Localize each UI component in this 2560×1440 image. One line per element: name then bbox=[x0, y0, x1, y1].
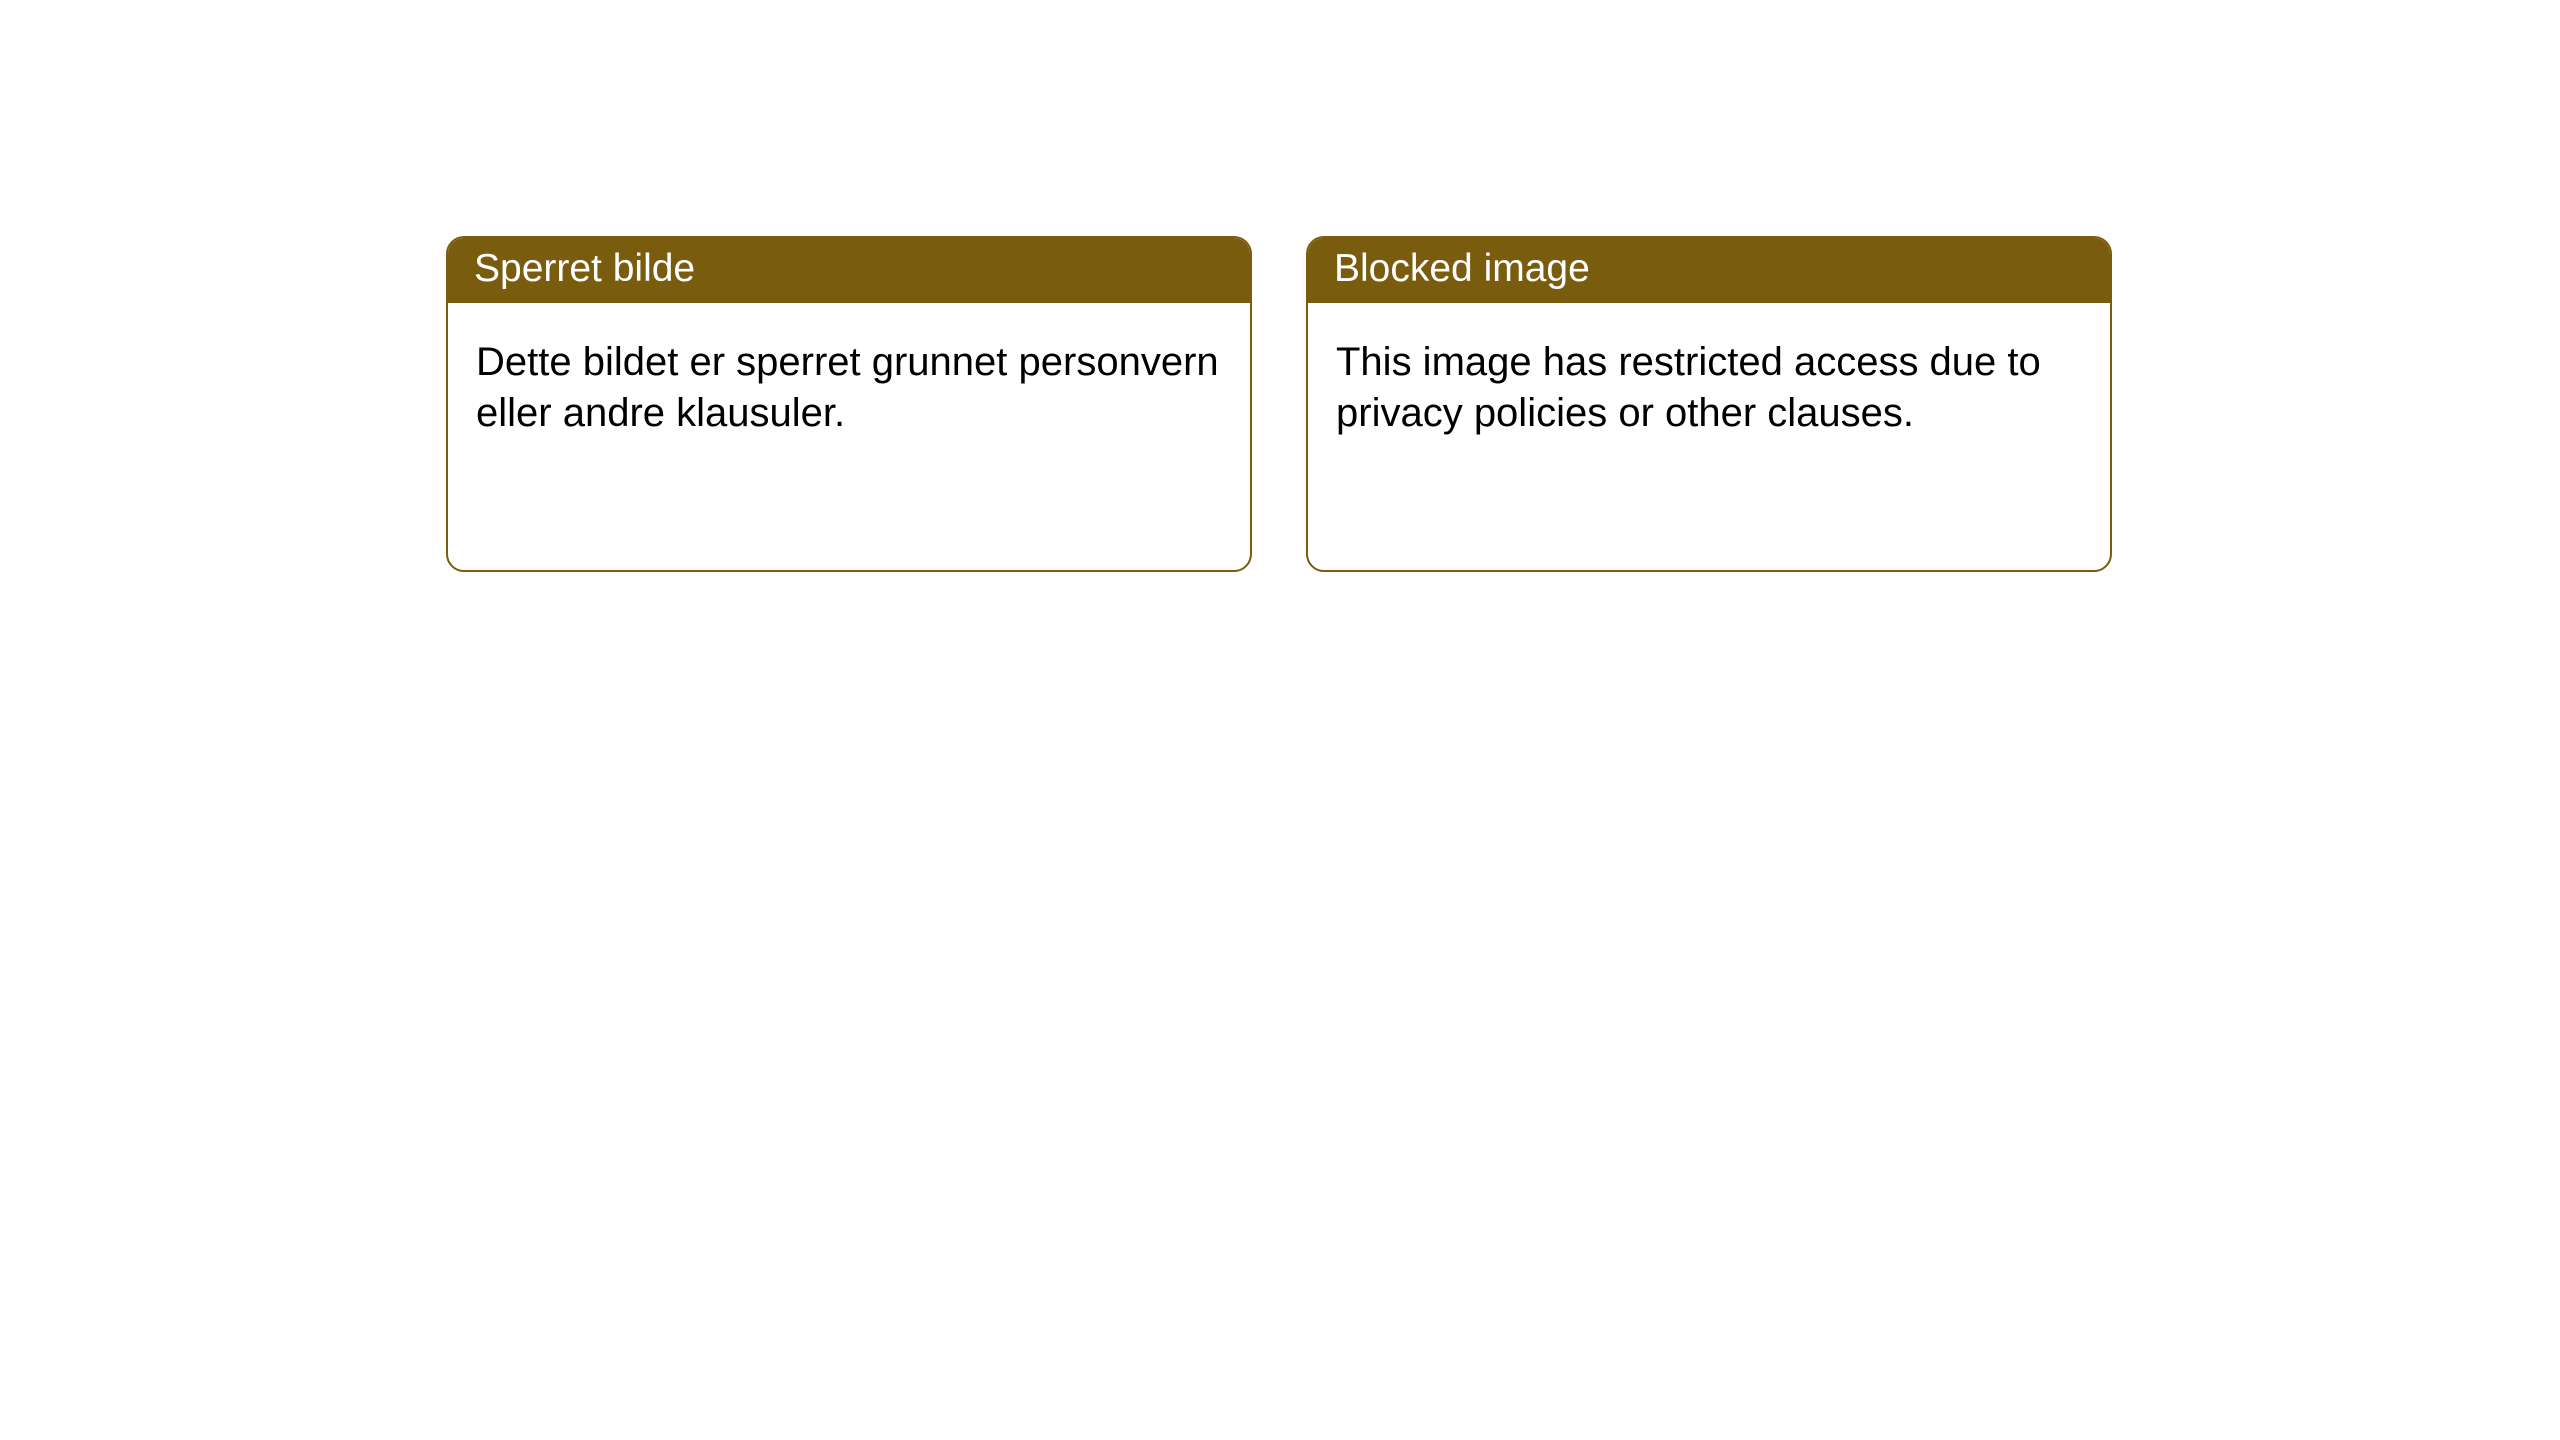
message-card-container: Sperret bilde Dette bildet er sperret gr… bbox=[0, 0, 2560, 572]
blocked-image-card-en: Blocked image This image has restricted … bbox=[1306, 236, 2112, 572]
card-body-text: Dette bildet er sperret grunnet personve… bbox=[448, 303, 1250, 473]
card-title: Sperret bilde bbox=[448, 238, 1250, 303]
card-title: Blocked image bbox=[1308, 238, 2110, 303]
card-body-text: This image has restricted access due to … bbox=[1308, 303, 2110, 473]
blocked-image-card-no: Sperret bilde Dette bildet er sperret gr… bbox=[446, 236, 1252, 572]
